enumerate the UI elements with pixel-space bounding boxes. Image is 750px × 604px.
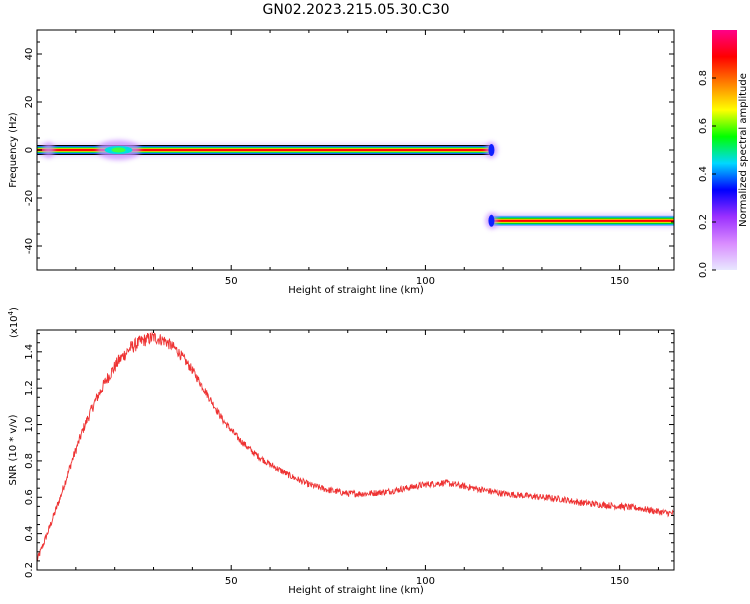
colorbar: 0.0 0.2 0.4 0.6 0.8 Normalized spectral ampl…: [698, 30, 749, 278]
snr-series-line: [37, 331, 674, 562]
snr-ylabel: SNR (10 * v/v): [8, 414, 19, 485]
y-tick-label: -40: [24, 238, 35, 254]
y-tick-label: 40: [24, 48, 35, 61]
y-tick-label: 0.2: [24, 562, 35, 578]
colorbar-tick-label: 0.2: [698, 214, 709, 230]
spectrogram-data: [37, 140, 674, 229]
colorbar-tick-label: 0.0: [698, 262, 709, 278]
spectrogram-axes-frame: [36, 29, 675, 271]
x-tick-label: 150: [610, 276, 629, 287]
colorbar-tick-label: 0.6: [698, 118, 709, 134]
y-tick-label: 1.0: [24, 417, 35, 433]
colorbar-tick-label: 0.4: [698, 166, 709, 182]
spectrogram-panel: 50 100 150 -40 -20 0 20 40 Height of straight l…: [8, 29, 675, 296]
colorbar-label: Normalized spectral amplitude: [738, 73, 749, 227]
y-tick-label: 0.4: [24, 526, 35, 542]
snr-scale-label: (x104): [7, 307, 20, 338]
y-tick-label: 0: [24, 147, 35, 153]
colorbar-tick-label: 0.8: [698, 70, 709, 86]
x-tick-label: 50: [225, 576, 238, 587]
spectrogram-band: [491, 219, 674, 222]
spectrogram-blob-core: [488, 214, 495, 227]
spectrogram-band: [37, 148, 492, 152]
colorbar-gradient: [712, 30, 737, 270]
x-tick-label: 100: [416, 276, 435, 287]
spectrogram-xlabel: Height of straight line (km): [288, 285, 424, 296]
y-tick-label: 0.8: [24, 453, 35, 469]
spectrogram-blob-core: [111, 147, 126, 153]
x-tick-label: 50: [225, 276, 238, 287]
y-tick-label: 1.4: [24, 344, 35, 360]
y-tick-label: 1.2: [24, 380, 35, 396]
snr-ticks: 50 100 150 0.2 0.4 0.6 0.8 1.0 1.2 1.4: [24, 330, 674, 587]
x-tick-label: 150: [610, 576, 629, 587]
spectrogram-ylabel: Frequency (Hz): [8, 112, 19, 188]
snr-axes-frame: [36, 329, 675, 571]
y-tick-label: -20: [24, 190, 35, 206]
x-tick-label: 100: [416, 576, 435, 587]
y-tick-label: 0.6: [24, 489, 35, 505]
snr-xlabel: Height of straight line (km): [288, 585, 424, 596]
snr-data: [37, 331, 674, 562]
snr-panel: 50 100 150 0.2 0.4 0.6 0.8 1.0 1.2 1.4 Height of …: [7, 307, 675, 596]
figure-title: GN02.2023.215.05.30.C30: [263, 2, 450, 18]
spectrogram-blob: [42, 142, 55, 158]
spectrogram-blob-core: [488, 144, 495, 156]
y-tick-label: 20: [24, 96, 35, 109]
colorbar-ticks: 0.0 0.2 0.4 0.6 0.8: [698, 70, 716, 278]
